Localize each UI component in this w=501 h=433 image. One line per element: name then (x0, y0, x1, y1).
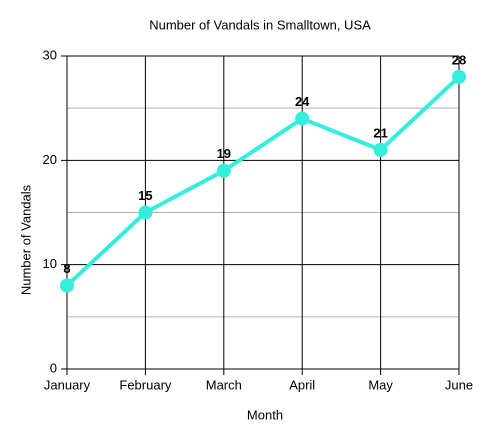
data-point (60, 278, 74, 293)
data-label: 21 (373, 125, 387, 140)
y-axis-label: Number of Vandals (18, 184, 33, 295)
y-tick-label: 10 (43, 256, 57, 271)
data-point (452, 69, 466, 84)
data-label: 8 (63, 261, 70, 276)
plot: 8 15 19 24 21 28 (60, 52, 466, 293)
data-label: 15 (138, 188, 152, 203)
data-label: 24 (295, 94, 310, 109)
x-tick-label: February (119, 377, 172, 392)
x-tick-label: May (368, 377, 393, 392)
data-point (138, 205, 153, 220)
y-tick-label: 30 (43, 47, 57, 62)
data-point (216, 163, 231, 178)
x-tick-label: January (44, 377, 91, 392)
series-line (65, 75, 461, 287)
x-axis-label: Month (247, 407, 283, 422)
x-tick-label: April (289, 377, 315, 392)
data-label: 19 (217, 146, 231, 161)
x-tick-label: March (206, 377, 242, 392)
data-point (295, 111, 310, 126)
chart-title: Number of Vandals in Smalltown, USA (149, 17, 371, 32)
data-label: 28 (452, 52, 466, 67)
y-tick-label: 20 (43, 152, 57, 167)
data-point (373, 142, 388, 157)
x-tick-label: June (445, 377, 473, 392)
y-tick-label: 0 (50, 360, 57, 375)
grid (61, 55, 460, 375)
